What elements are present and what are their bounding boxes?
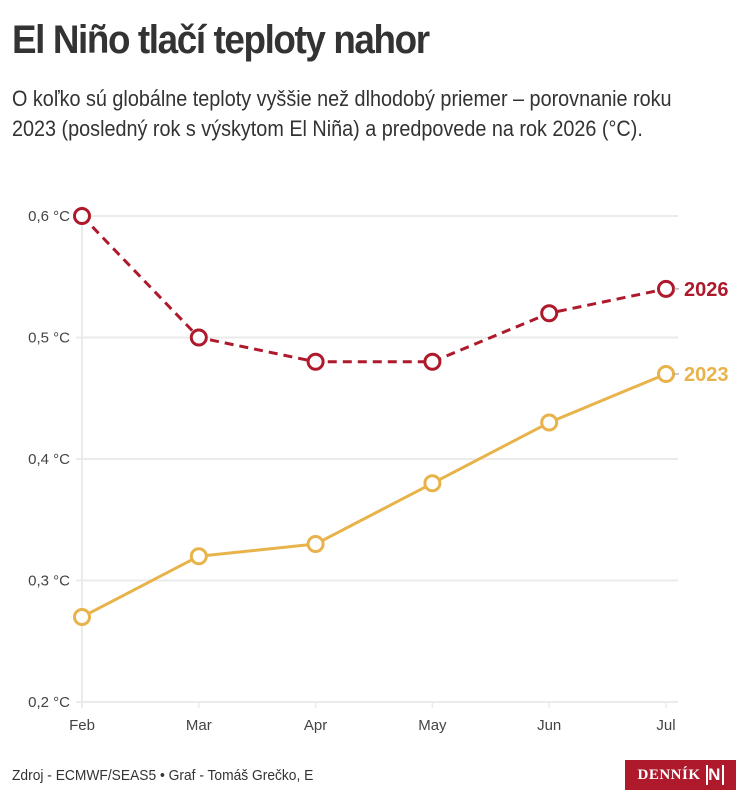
grid-lines [76,206,678,708]
data-point-2026 [189,328,208,347]
series-line-2023 [81,372,667,619]
y-tick-label: 0,6 °C [28,208,70,225]
x-tick-label: Feb [69,717,95,734]
y-tick-label: 0,2 °C [28,694,70,711]
x-tick-label: May [418,717,447,734]
data-point-2026 [657,279,675,298]
data-point-2023 [540,413,559,432]
y-tick-label: 0,4 °C [28,451,70,468]
chart-title: El Niño tlačí teploty nahor [12,18,430,62]
data-point-2026 [73,207,91,225]
data-point-2026 [306,352,325,371]
data-point-2026 [540,304,559,323]
source-credit: Zdroj - ECMWF/SEAS5 • Graf - Tomáš Grečk… [12,767,314,784]
series-label-2023: 2023 [684,364,729,386]
x-tick-label: Apr [304,717,327,734]
y-tick-label: 0,3 °C [28,573,70,590]
logo-text: DENNÍK [637,766,701,783]
series-group: 2026 2023 [73,207,729,626]
data-point-2026 [423,352,442,371]
x-tick-label: Jun [537,717,561,734]
series-label-2026: 2026 [684,279,729,301]
data-point-2023 [423,474,442,493]
x-tick-label: Mar [186,717,212,734]
series-line-2026 [80,214,667,364]
data-point-2023 [73,607,91,626]
x-axis-ticks: Feb Mar Apr May Jun Jul [69,702,676,734]
chart-subtitle: O koľko sú globálne teploty vyššie než d… [12,86,672,141]
line-chart: 0,2 °C 0,3 °C 0,4 °C 0,5 °C 0,6 °C Feb Mar Apr… [28,206,729,734]
series-2023: 2023 [73,364,729,626]
series-2026: 2026 [73,207,729,371]
dennik-n-logo[interactable]: DENNÍK N [625,760,736,790]
y-axis-ticks: 0,2 °C 0,3 °C 0,4 °C 0,5 °C 0,6 °C [28,208,70,711]
y-tick-label: 0,5 °C [28,330,70,347]
logo-n-icon: N [705,765,724,785]
data-point-2023 [657,364,675,383]
data-point-2023 [306,535,325,554]
data-point-2023 [189,547,208,566]
x-tick-label: Jul [656,717,675,734]
